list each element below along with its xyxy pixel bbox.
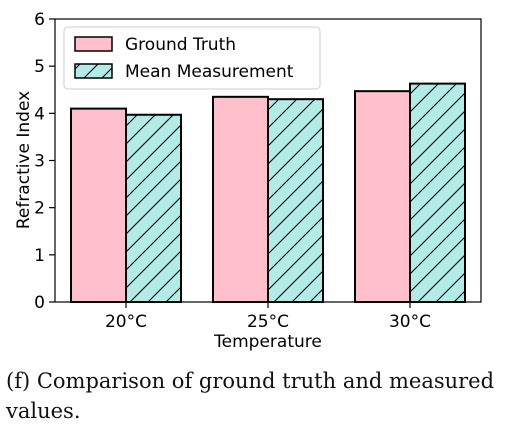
bar-ground-truth-2: [213, 96, 268, 302]
y-tick-label-0: 0: [34, 293, 45, 313]
bar-mean-measurement-3-hatch: [410, 83, 465, 302]
x-axis-label: Temperature: [213, 332, 322, 352]
legend-swatch-mean-measurement-hatch: [75, 64, 112, 78]
legend-swatch-ground-truth: [75, 37, 112, 51]
figure-caption: (f) Comparison of ground truth and measu…: [6, 369, 495, 423]
y-tick-label-2: 2: [34, 199, 45, 219]
y-axis-label: Refractive Index: [14, 91, 34, 229]
bar-ground-truth-3: [355, 91, 410, 302]
bar-mean-measurement-1-hatch: [126, 114, 181, 302]
bar-ground-truth-1: [71, 108, 126, 302]
legend-label-ground-truth: Ground Truth: [125, 35, 236, 55]
legend-label-mean-measurement: Mean Measurement: [125, 62, 294, 82]
legend-box: [63, 26, 321, 90]
legend-swatch-ground-truth-outline: [74, 36, 113, 52]
legend-swatch-mean-measurement-outline: [74, 63, 113, 79]
bar-mean-measurement-2-hatch: [268, 99, 323, 302]
y-tick-label-3: 3: [34, 152, 45, 172]
x-tick-label-3: 30°C: [389, 312, 431, 332]
axes-group: 0 1 2 3 4 5 6 20°C 25°C 30°C: [34, 10, 482, 332]
y-tick-label-1: 1: [34, 246, 45, 266]
x-tick-label-2: 25°C: [247, 312, 289, 332]
bars-group: [70, 82, 466, 304]
x-tick-label-1: 20°C: [105, 312, 147, 332]
bar-chart: 0 1 2 3 4 5 6 20°C 25°C 30°C Ground Truth Mean Mea…: [14, 10, 482, 352]
legend: Ground Truth Mean Measurement: [63, 26, 321, 90]
y-tick-label-5: 5: [34, 57, 45, 77]
y-tick-label-6: 6: [34, 10, 45, 30]
y-tick-label-4: 4: [34, 104, 45, 124]
